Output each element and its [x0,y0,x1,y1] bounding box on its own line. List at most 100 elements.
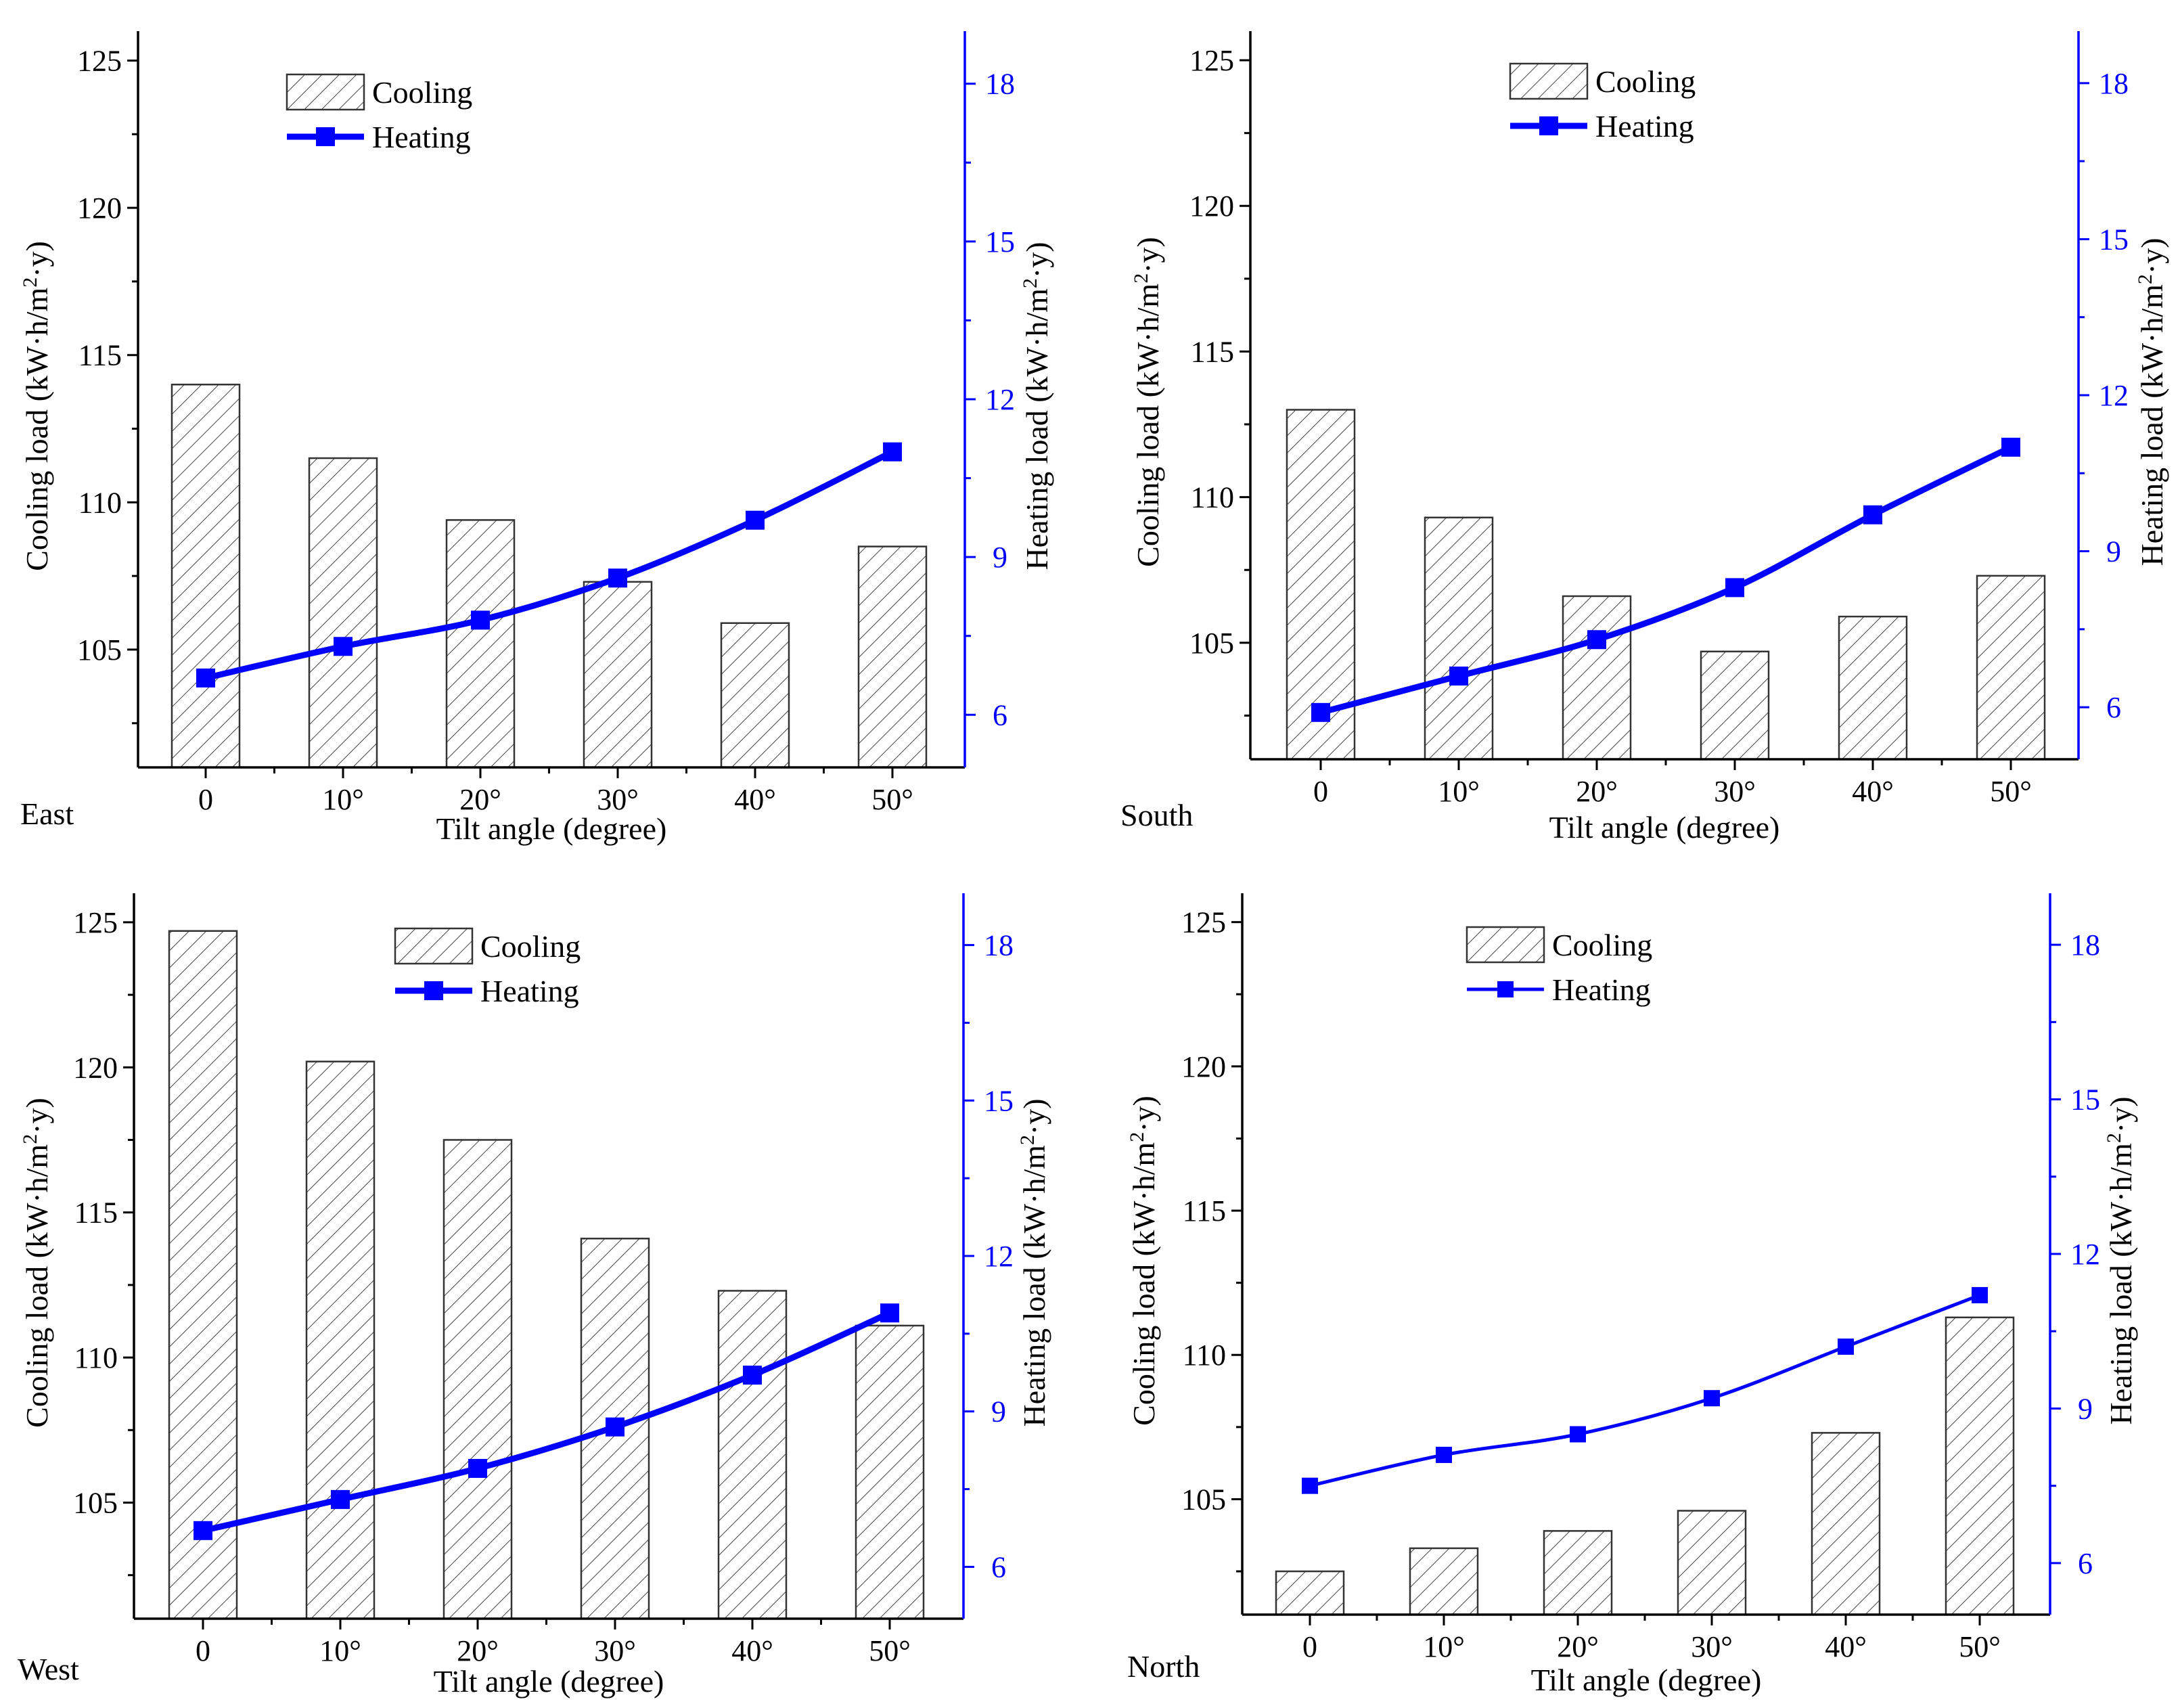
legend: Cooling Heating [286,73,472,154]
left-y-tick-label: 125 [1181,906,1226,939]
heating-marker [468,1458,487,1478]
cooling-bar [1700,650,1770,761]
right-y-tick-label: 9 [2106,535,2121,568]
left-y-axis-title: Cooling load (kW·h/m2·y) [1130,237,1165,567]
legend: Cooling Heating [394,927,581,1008]
left-y-tick-label: 120 [73,1051,118,1084]
heating-marker [1436,1446,1452,1463]
left-y-tick-label: 105 [77,633,122,667]
heating-marker [1725,578,1744,598]
heating-marker [1302,1477,1318,1494]
right-y-tick-label: 18 [984,929,1014,962]
legend-cooling-swatch [394,927,474,965]
left-y-tick-label: 115 [1191,335,1234,368]
legend-cooling-label: Cooling [480,929,581,964]
heating-series-line [1309,1293,1980,1488]
cooling-bar [1543,1530,1613,1616]
heating-marker [196,668,215,688]
heating-marker [1972,1286,1988,1303]
chart-panel-west: 105 110 115 120 125 6 9 12 15 18 0 10° 20° 30° 40° 50° T… [18,893,1051,1699]
legend-heating-label: Heating [372,120,471,154]
cooling-bar [1424,516,1494,761]
panel-label: North [1127,1649,1200,1684]
x-tick-label: 20° [459,783,501,816]
right-y-axis-title: Heating load (kW·h/m2·y) [2134,238,2169,566]
heating-marker [334,637,353,656]
right-y-tick-label: 15 [985,225,1015,259]
heating-marker [880,1303,899,1323]
cooling-bar [1677,1510,1747,1616]
x-tick-label: 0 [196,1634,210,1667]
x-tick-label: 20° [1557,1630,1599,1663]
heating-marker [2001,437,2020,457]
panel-label: South [1120,798,1193,832]
cooling-bar [1945,1316,2015,1616]
legend-heating-marker [1497,981,1514,997]
x-tick-label: 10° [1438,775,1480,808]
heating-marker [1704,1390,1720,1407]
right-y-tick-label: 15 [2099,223,2129,256]
left-y-tick-label: 120 [1181,1050,1226,1083]
x-tick-label: 30° [597,783,639,816]
x-axis-title: Tilt angle (degree) [1531,1663,1762,1697]
legend-cooling-swatch [286,73,365,111]
x-tick-label: 20° [457,1634,499,1667]
x-tick-label: 30° [1714,775,1756,808]
right-y-axis-title: Heating load (kW·h/m2·y) [1016,1098,1051,1426]
right-y-tick-label: 18 [2099,67,2129,100]
cooling-bar [857,545,928,769]
x-tick-label: 40° [734,783,776,816]
heating-series-line [202,1310,891,1534]
x-tick-label: 10° [322,783,364,816]
x-tick-label: 50° [871,783,913,816]
right-y-axis-title: Heating load (kW·h/m2·y) [1019,242,1054,570]
right-y-tick-label: 18 [985,68,1015,101]
x-axis-title: Tilt angle (degree) [1549,810,1780,845]
left-y-tick-label: 125 [1189,44,1234,77]
cooling-bar [717,1290,788,1620]
right-y-tick-label: 9 [2078,1392,2093,1425]
legend: Cooling Heating [1509,62,1696,143]
right-y-tick-label: 6 [2078,1547,2093,1580]
legend-cooling-label: Cooling [1595,64,1696,99]
legend-heating-label: Heating [1552,972,1651,1007]
legend-cooling-swatch [1509,62,1589,100]
right-y-tick-label: 9 [993,541,1007,574]
legend-cooling-label: Cooling [1552,928,1652,962]
left-y-tick-label: 120 [1189,189,1234,223]
cooling-bar [442,1139,513,1620]
x-tick-label: 50° [1959,1630,2001,1663]
legend-heating-marker [1539,116,1558,135]
right-y-axis-title: Heating load (kW·h/m2·y) [2103,1096,2138,1424]
x-tick-label: 50° [869,1634,911,1667]
cooling-bar [308,457,378,769]
legend-heating-marker [316,127,335,146]
right-y-tick-label: 15 [984,1084,1014,1117]
legend-heating-marker [424,981,443,1000]
cooling-bar [855,1324,925,1620]
cooling-bar [168,930,238,1620]
cooling-bar [445,519,516,769]
x-tick-label: 0 [1313,775,1328,808]
right-y-tick-label: 6 [991,1550,1006,1583]
left-y-tick-label: 105 [73,1486,118,1519]
left-y-tick-label: 115 [74,1196,118,1230]
panel-label: West [18,1652,79,1686]
x-axis-title: Tilt angle (degree) [436,811,667,846]
heating-series-line [1319,444,2012,716]
x-tick-label: 40° [1825,1630,1867,1663]
right-y-tick-label: 6 [993,698,1007,732]
right-y-tick-label: 12 [2099,379,2129,412]
panel-label: East [20,796,74,831]
x-tick-label: 50° [1990,775,2032,808]
heating-marker [331,1489,350,1509]
left-y-axis-title: Cooling load (kW·h/m2·y) [19,1098,54,1428]
heating-marker [471,610,490,630]
cooling-bar [1811,1432,1881,1616]
heating-marker [746,510,765,530]
left-y-tick-label: 110 [1183,1339,1226,1372]
heating-marker [883,442,902,462]
left-y-tick-label: 120 [77,192,122,225]
left-y-tick-label: 105 [1189,627,1234,660]
right-y-tick-label: 12 [985,383,1015,416]
